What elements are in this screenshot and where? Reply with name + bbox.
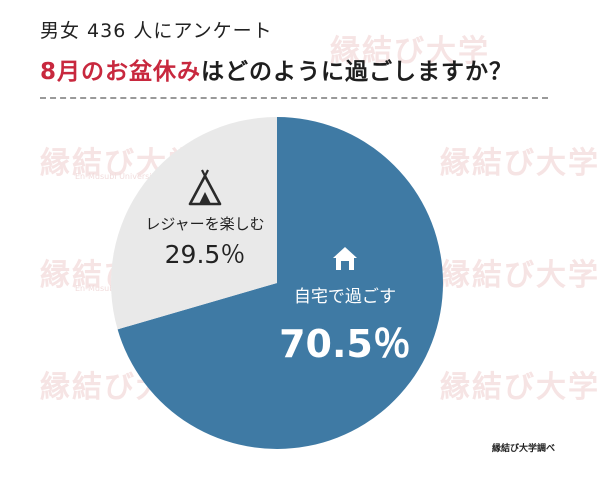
title-accent: 8月のお盆休み bbox=[40, 59, 202, 85]
slice-label-home: 自宅で過ごす bbox=[294, 287, 396, 307]
house-icon bbox=[333, 247, 357, 270]
slice-value-leisure: 29.5％ bbox=[165, 240, 246, 269]
pie-slice-home bbox=[117, 117, 443, 449]
survey-subtitle: 男女 436 人にアンケート bbox=[40, 20, 273, 42]
slice-label-leisure: レジャーを楽しむ bbox=[145, 215, 264, 233]
title-rest: はどのように過ごしますか？ bbox=[201, 59, 514, 85]
pie-slice-leisure bbox=[111, 117, 278, 330]
source-note: 縁結び大学調べ bbox=[491, 444, 555, 454]
title-divider bbox=[40, 97, 548, 99]
page-title: 8月のお盆休みはどのように過ごしますか？ bbox=[40, 52, 513, 86]
slice-value-home: 70.5％ bbox=[279, 322, 411, 366]
tent-icon bbox=[188, 169, 222, 206]
watermark-sub: En-Musubi University bbox=[75, 172, 160, 181]
